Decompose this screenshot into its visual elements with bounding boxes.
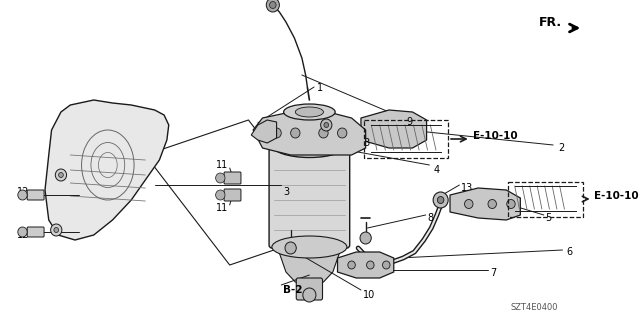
Circle shape — [348, 261, 355, 269]
Circle shape — [55, 169, 67, 181]
Circle shape — [324, 122, 328, 128]
Text: 11: 11 — [216, 160, 228, 170]
Text: 12: 12 — [17, 187, 29, 197]
Polygon shape — [252, 120, 276, 143]
Circle shape — [18, 190, 27, 200]
Ellipse shape — [272, 236, 347, 258]
Text: E-10-10: E-10-10 — [472, 131, 517, 141]
Circle shape — [488, 199, 497, 209]
Text: 12: 12 — [17, 230, 29, 240]
Polygon shape — [253, 112, 365, 155]
Circle shape — [59, 173, 63, 177]
Bar — [364, 120, 448, 158]
Circle shape — [266, 0, 280, 12]
Circle shape — [367, 261, 374, 269]
Polygon shape — [45, 100, 169, 240]
FancyBboxPatch shape — [269, 142, 349, 248]
Text: E-10-10: E-10-10 — [595, 191, 639, 201]
FancyBboxPatch shape — [224, 189, 241, 201]
Circle shape — [216, 190, 225, 200]
Text: 13: 13 — [461, 183, 474, 193]
Circle shape — [216, 173, 225, 183]
Text: 1: 1 — [317, 83, 323, 93]
Text: 4: 4 — [433, 165, 439, 175]
Circle shape — [269, 2, 276, 9]
Circle shape — [507, 199, 515, 209]
Circle shape — [272, 128, 281, 138]
Text: 8: 8 — [428, 213, 434, 223]
Circle shape — [291, 128, 300, 138]
FancyBboxPatch shape — [296, 278, 323, 300]
Text: 3: 3 — [283, 187, 289, 197]
Text: 10: 10 — [363, 290, 375, 300]
Polygon shape — [337, 252, 394, 278]
Circle shape — [433, 192, 448, 208]
Circle shape — [54, 227, 59, 233]
FancyBboxPatch shape — [224, 172, 241, 184]
FancyBboxPatch shape — [27, 190, 44, 200]
Polygon shape — [361, 110, 427, 148]
Text: 11: 11 — [216, 203, 228, 213]
Polygon shape — [450, 188, 520, 220]
Text: SZT4E0400: SZT4E0400 — [511, 303, 559, 313]
Circle shape — [303, 288, 316, 302]
Text: 5: 5 — [546, 213, 552, 223]
Text: FR.: FR. — [539, 16, 562, 28]
Text: 7: 7 — [490, 268, 497, 278]
Circle shape — [321, 119, 332, 131]
Circle shape — [383, 261, 390, 269]
Circle shape — [437, 197, 444, 204]
Ellipse shape — [295, 107, 323, 117]
Circle shape — [319, 128, 328, 138]
Bar — [508, 182, 583, 217]
Circle shape — [18, 227, 27, 237]
Circle shape — [285, 242, 296, 254]
Circle shape — [51, 224, 62, 236]
Circle shape — [337, 128, 347, 138]
Text: B-2: B-2 — [283, 285, 303, 295]
Text: 2: 2 — [558, 143, 564, 153]
Text: 6: 6 — [566, 247, 572, 257]
Text: 9: 9 — [406, 117, 412, 127]
FancyBboxPatch shape — [27, 227, 44, 237]
Ellipse shape — [272, 132, 347, 158]
Text: 13: 13 — [359, 138, 371, 148]
Ellipse shape — [284, 104, 335, 120]
Circle shape — [465, 199, 473, 209]
Polygon shape — [276, 245, 342, 285]
Circle shape — [360, 232, 371, 244]
